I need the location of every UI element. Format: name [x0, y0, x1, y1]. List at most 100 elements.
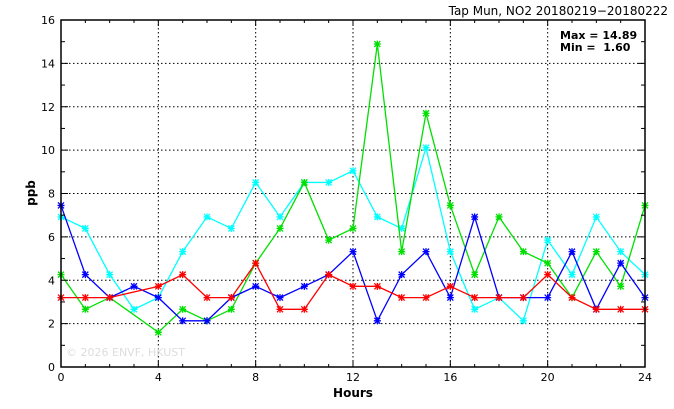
data-point-blue — [154, 294, 162, 302]
data-point-red — [252, 259, 260, 267]
data-point-red — [349, 282, 357, 290]
y-tick-label: 12 — [41, 101, 55, 114]
data-point-cyan — [252, 178, 260, 186]
data-point-red — [422, 294, 430, 302]
data-point-blue — [422, 248, 430, 256]
data-point-red — [203, 294, 211, 302]
x-axis-label: Hours — [333, 386, 373, 400]
data-point-red — [617, 305, 625, 313]
data-point-blue — [398, 271, 406, 279]
y-tick-label: 14 — [41, 57, 55, 70]
data-point-cyan — [349, 167, 357, 175]
data-point-green — [422, 109, 430, 117]
x-tick-label: 8 — [252, 371, 259, 384]
data-point-red — [373, 282, 381, 290]
grid — [61, 20, 645, 367]
data-point-green — [495, 213, 503, 221]
data-point-cyan — [276, 213, 284, 221]
data-point-cyan — [446, 248, 454, 256]
data-point-green — [349, 224, 357, 232]
data-point-cyan — [471, 305, 479, 313]
data-point-blue — [617, 259, 625, 267]
data-point-cyan — [544, 236, 552, 244]
data-point-cyan — [519, 317, 527, 325]
data-point-green — [471, 271, 479, 279]
data-point-blue — [81, 271, 89, 279]
x-tick-label: 12 — [346, 371, 360, 384]
data-point-red — [227, 294, 235, 302]
x-tick-label: 24 — [638, 371, 652, 384]
data-point-blue — [300, 282, 308, 290]
data-point-blue — [446, 294, 454, 302]
data-point-green — [446, 201, 454, 209]
series-line-green — [60, 43, 646, 334]
data-point-red — [398, 294, 406, 302]
y-tick-label: 16 — [41, 14, 55, 27]
y-tick-label: 8 — [48, 188, 55, 201]
data-point-red — [544, 271, 552, 279]
data-point-blue — [130, 282, 138, 290]
data-point-cyan — [179, 248, 187, 256]
series-group — [57, 40, 649, 336]
data-point-green — [227, 305, 235, 313]
data-point-cyan — [398, 224, 406, 232]
x-tick-label: 16 — [443, 371, 457, 384]
data-point-red — [495, 294, 503, 302]
series-line-red — [61, 261, 645, 310]
data-point-green — [154, 328, 162, 336]
data-point-blue — [544, 294, 552, 302]
data-point-blue — [203, 317, 211, 325]
chart-title: Tap Mun, NO2 20180219−20180222 — [448, 4, 668, 18]
data-point-red — [300, 305, 308, 313]
data-point-red — [154, 282, 162, 290]
data-point-cyan — [592, 213, 600, 221]
x-tick-label: 20 — [541, 371, 555, 384]
y-tick-label: 2 — [48, 318, 55, 331]
data-point-blue — [276, 294, 284, 302]
y-tick-label: 6 — [48, 231, 55, 244]
data-point-cyan — [227, 224, 235, 232]
data-point-red — [179, 271, 187, 279]
data-point-green — [81, 305, 89, 313]
data-point-cyan — [81, 224, 89, 232]
data-point-blue — [568, 248, 576, 256]
data-point-green — [398, 248, 406, 256]
data-point-green — [519, 248, 527, 256]
data-point-red — [325, 271, 333, 279]
data-point-green — [325, 236, 333, 244]
data-point-green — [544, 259, 552, 267]
data-point-blue — [179, 317, 187, 325]
data-point-cyan — [373, 213, 381, 221]
data-point-cyan — [617, 248, 625, 256]
y-tick-label: 10 — [41, 144, 55, 157]
x-tick-label: 4 — [155, 371, 162, 384]
data-point-blue — [349, 248, 357, 256]
series-line-blue — [60, 205, 646, 323]
data-point-red — [106, 294, 114, 302]
data-point-cyan — [106, 271, 114, 279]
data-point-cyan — [130, 305, 138, 313]
data-point-cyan — [568, 271, 576, 279]
data-point-green — [373, 40, 381, 48]
y-axis-label: ppb — [24, 180, 38, 206]
data-point-green — [592, 248, 600, 256]
max-label: Max = 14.89 — [560, 29, 637, 42]
data-point-red — [592, 305, 600, 313]
data-point-cyan — [422, 144, 430, 152]
y-tick-label: 4 — [48, 274, 55, 287]
data-point-green — [179, 305, 187, 313]
data-point-red — [471, 294, 479, 302]
min-label: Min = 1.60 — [560, 41, 631, 54]
data-point-green — [300, 178, 308, 186]
data-point-green — [276, 224, 284, 232]
data-point-red — [446, 282, 454, 290]
data-point-green — [617, 282, 625, 290]
watermark: © 2026 ENVF, HKUST — [66, 346, 185, 359]
x-tick-label: 0 — [58, 371, 65, 384]
data-point-red — [568, 294, 576, 302]
data-point-cyan — [203, 213, 211, 221]
data-point-red — [81, 294, 89, 302]
y-tick-label: 0 — [48, 361, 55, 374]
